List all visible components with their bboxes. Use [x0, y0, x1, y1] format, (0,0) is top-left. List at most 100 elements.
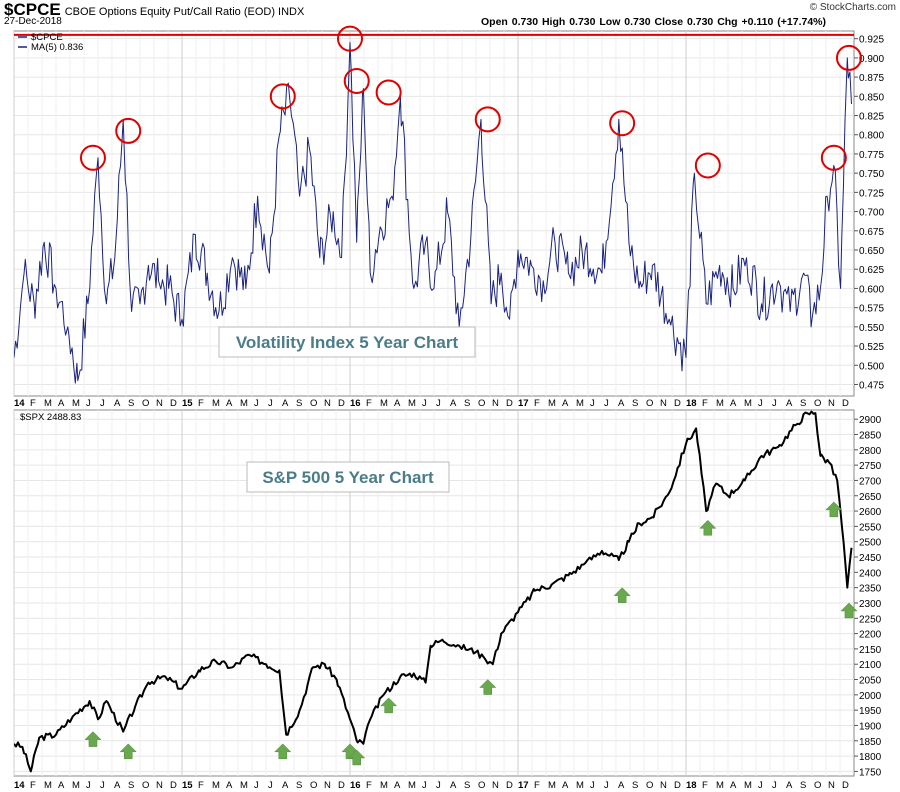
x-tick-label: S — [800, 398, 806, 409]
y-tick-label: 1750 — [859, 767, 882, 778]
y-tick-label: 0.925 — [859, 35, 884, 46]
x-tick-label: M — [72, 398, 80, 409]
spx-panel: 1750 1800 1850 1900 1950 2000 2050 2100 2150 2200… — [13, 409, 882, 778]
y-tick-label: 1800 — [859, 752, 882, 763]
x-tick-label: J — [100, 398, 105, 409]
annotation-text: S&P 500 5 Year Chart — [262, 468, 434, 487]
x-tick-label: 14 — [14, 780, 25, 791]
x-tick-label: A — [450, 398, 457, 409]
y-tick-label: 0.475 — [859, 380, 884, 391]
x-tick-label: J — [268, 398, 273, 409]
x-tick-label: F — [366, 780, 372, 791]
x-tick-label: J — [436, 398, 441, 409]
x-tick-label: A — [226, 398, 233, 409]
y-tick-label: 1850 — [859, 737, 882, 748]
x-tick-label: A — [618, 780, 625, 791]
x-tick-label: J — [590, 398, 595, 409]
x-tick-label: 17 — [518, 398, 529, 409]
x-tick-label: A — [450, 780, 457, 791]
chart-date: 27-Dec-2018 — [4, 16, 62, 27]
x-tick-label: S — [128, 780, 134, 791]
x-tick-label: O — [646, 398, 653, 409]
up-arrow-icon — [479, 679, 497, 695]
y-tick-label: 2400 — [859, 568, 882, 579]
y-tick-label: 2050 — [859, 676, 882, 687]
x-tick-label: M — [240, 780, 248, 791]
x-tick-label: D — [338, 780, 345, 791]
peak-circle — [343, 67, 370, 94]
x-tick-label: A — [114, 398, 121, 409]
y-tick-label: 0.800 — [859, 131, 884, 142]
x-tick-label: N — [492, 780, 499, 791]
x-tick-label: D — [506, 398, 513, 409]
up-arrow-icon — [613, 587, 631, 603]
y-tick-label: 0.875 — [859, 73, 884, 84]
x-tick-label: A — [394, 398, 401, 409]
y-tick-label: 2750 — [859, 461, 882, 472]
y-tick-label: 0.700 — [859, 208, 884, 219]
x-tick-label: M — [744, 780, 752, 791]
x-tick-label: A — [730, 398, 737, 409]
peak-circle — [820, 144, 847, 171]
x-tick-label: M — [240, 398, 248, 409]
x-tick-label: M — [72, 780, 80, 791]
x-tick-label: 14 — [14, 398, 25, 409]
y-tick-label: 2900 — [859, 415, 882, 426]
x-axis-top: 14 F M A M J J A S O N D 15 F M A M J J A S O N D 16 F M A M J J A S O N D 1… — [14, 398, 849, 409]
x-tick-label: M — [408, 780, 416, 791]
x-tick-label: M — [44, 780, 52, 791]
x-tick-label: S — [128, 398, 134, 409]
annotation-box — [218, 326, 476, 358]
x-tick-label: S — [464, 398, 470, 409]
y-tick-label: 0.725 — [859, 188, 884, 199]
up-arrow-icon — [84, 731, 102, 747]
y-tick-label: 2350 — [859, 584, 882, 595]
x-tick-label: N — [828, 398, 835, 409]
x-tick-label: 15 — [182, 398, 193, 409]
chart-header-title: $CPCE CBOE Options Equity Put/Call Ratio … — [4, 0, 304, 20]
x-tick-label: A — [226, 780, 233, 791]
x-tick-label: M — [212, 780, 220, 791]
legend-item-ma: MA(5) 0.836 — [31, 42, 83, 53]
peak-circle — [835, 44, 862, 71]
x-axis-bottom: 14 F M A M J J A S O N D 15 F M A M J J A S O N D 16 F M A M J J A S O N D 1… — [14, 780, 849, 791]
x-tick-label: O — [310, 780, 317, 791]
x-tick-label: J — [604, 780, 609, 791]
y-tick-label: 0.825 — [859, 112, 884, 123]
y-tick-label: 0.750 — [859, 169, 884, 180]
annotation-box — [246, 461, 450, 493]
x-tick-label: D — [506, 780, 513, 791]
x-tick-label: N — [660, 398, 667, 409]
x-tick-label: N — [156, 398, 163, 409]
cpce-annotation: Volatility Index 5 Year Chart — [218, 326, 476, 358]
y-tick-label: 0.600 — [859, 284, 884, 295]
x-tick-label: O — [646, 780, 653, 791]
x-tick-label: A — [562, 398, 569, 409]
x-tick-label: D — [842, 398, 849, 409]
x-tick-label: D — [170, 780, 177, 791]
x-tick-label: J — [86, 780, 91, 791]
y-tick-label: 2200 — [859, 630, 882, 641]
x-tick-label: M — [716, 780, 724, 791]
stockcharts-watermark: © StockCharts.com — [809, 2, 896, 13]
peak-circle — [694, 152, 721, 179]
series-group — [14, 42, 852, 384]
y-tick-label: 2300 — [859, 599, 882, 610]
x-tick-label: A — [618, 398, 625, 409]
x-tick-label: 16 — [350, 398, 361, 409]
x-tick-label: M — [716, 398, 724, 409]
y-tick-label: 0.675 — [859, 227, 884, 238]
y-tick-label: 2800 — [859, 446, 882, 457]
x-tick-label: N — [660, 780, 667, 791]
x-tick-label: F — [534, 780, 540, 791]
y-tick-label: 0.775 — [859, 150, 884, 161]
x-tick-label: O — [310, 398, 317, 409]
x-tick-label: O — [814, 398, 821, 409]
y-tick-label: 2450 — [859, 553, 882, 564]
x-tick-label: J — [254, 780, 259, 791]
x-tick-label: D — [338, 398, 345, 409]
x-tick-label: M — [44, 398, 52, 409]
y-tick-label: 2550 — [859, 522, 882, 533]
x-tick-label: A — [730, 780, 737, 791]
gridlines — [13, 31, 858, 396]
